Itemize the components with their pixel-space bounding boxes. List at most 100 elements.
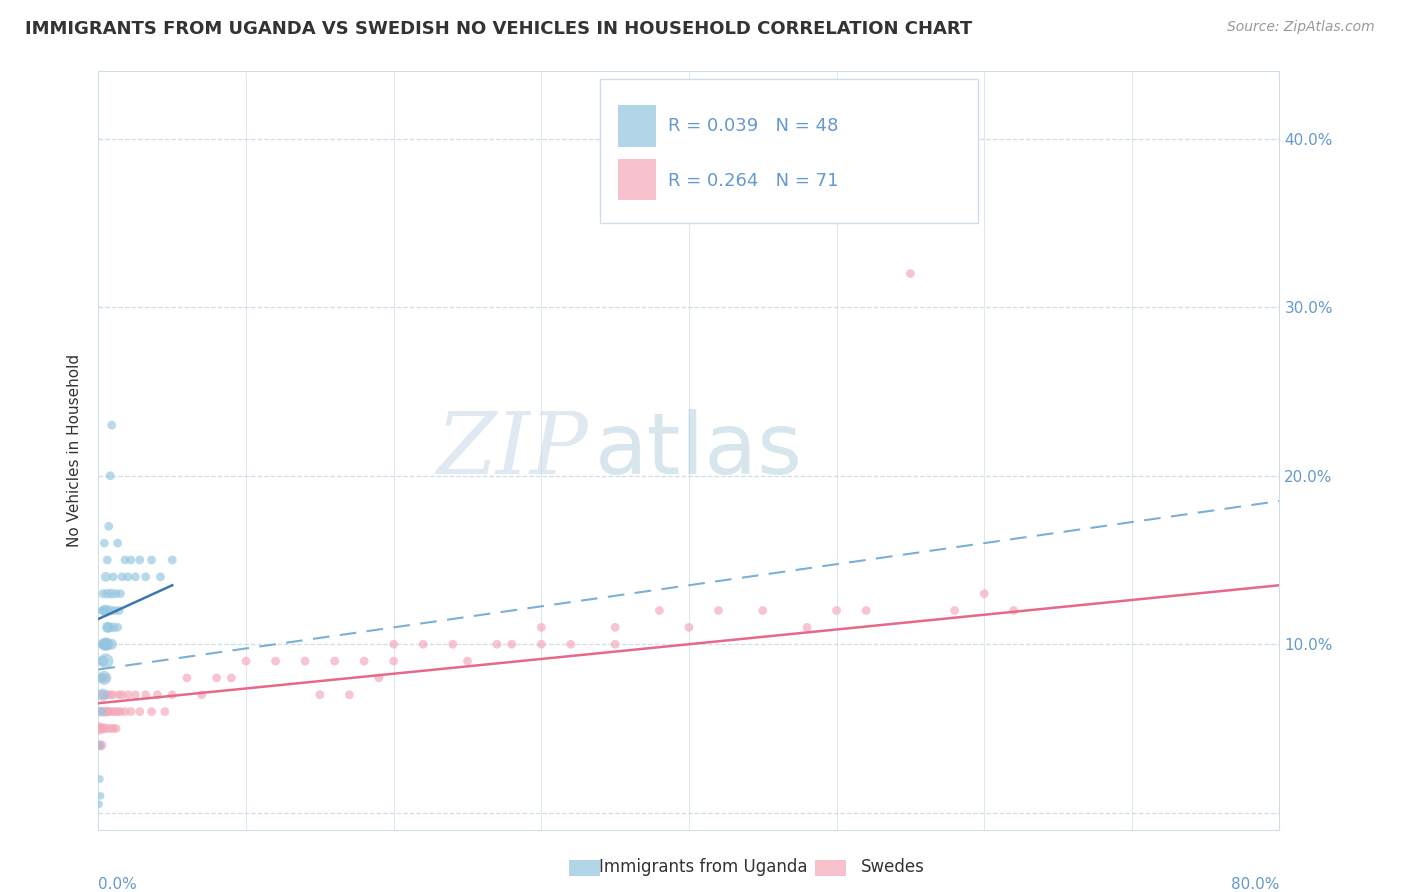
Point	[141, 705, 163, 719]
Point	[103, 688, 125, 702]
Point	[110, 705, 132, 719]
Text: Swedes: Swedes	[860, 858, 925, 876]
Point	[114, 705, 136, 719]
Point	[120, 705, 142, 719]
Point	[100, 418, 122, 433]
Point	[128, 705, 150, 719]
Point	[90, 705, 112, 719]
Point	[114, 553, 136, 567]
FancyBboxPatch shape	[600, 79, 979, 223]
Point	[93, 637, 115, 651]
Point	[103, 722, 125, 736]
Point	[146, 688, 169, 702]
Point	[93, 705, 115, 719]
Point	[98, 722, 121, 736]
Point	[752, 603, 775, 617]
Point	[97, 705, 120, 719]
Point	[90, 671, 112, 685]
Point	[96, 705, 118, 719]
Point	[149, 570, 172, 584]
Point	[530, 637, 553, 651]
Point	[368, 671, 391, 685]
Point	[100, 637, 122, 651]
Point	[110, 587, 132, 601]
Point	[648, 603, 671, 617]
Point	[605, 620, 627, 634]
Point	[457, 654, 479, 668]
Point	[103, 620, 125, 634]
Point	[943, 603, 966, 617]
Point	[98, 603, 121, 617]
Point	[91, 688, 114, 702]
FancyBboxPatch shape	[619, 105, 655, 147]
Point	[560, 637, 582, 651]
Point	[107, 536, 129, 550]
Text: 80.0%: 80.0%	[1232, 877, 1279, 892]
Text: Immigrants from Uganda: Immigrants from Uganda	[599, 858, 807, 876]
Point	[501, 637, 523, 651]
Point	[94, 671, 117, 685]
Point	[605, 637, 627, 651]
Point	[235, 654, 257, 668]
Point	[153, 705, 176, 719]
Point	[91, 722, 114, 736]
Point	[96, 553, 118, 567]
Point	[89, 739, 111, 753]
Point	[96, 688, 118, 702]
Y-axis label: No Vehicles in Household: No Vehicles in Household	[67, 354, 83, 547]
Text: R = 0.039   N = 48: R = 0.039 N = 48	[668, 117, 838, 135]
Point	[89, 739, 111, 753]
Point	[97, 620, 120, 634]
Point	[294, 654, 316, 668]
Point	[264, 654, 287, 668]
Point	[96, 587, 118, 601]
Point	[111, 570, 134, 584]
Point	[124, 570, 146, 584]
Point	[89, 797, 111, 812]
Point	[825, 603, 848, 617]
Point	[205, 671, 228, 685]
Point	[100, 705, 122, 719]
Point	[91, 671, 114, 685]
Point	[93, 536, 115, 550]
Point	[323, 654, 346, 668]
FancyBboxPatch shape	[619, 159, 655, 201]
Point	[94, 654, 117, 668]
Point	[135, 688, 157, 702]
Point	[339, 688, 361, 702]
Point	[90, 789, 112, 803]
Point	[89, 722, 111, 736]
Point	[93, 603, 115, 617]
Point	[412, 637, 434, 651]
Point	[855, 603, 877, 617]
Point	[94, 570, 117, 584]
Point	[94, 722, 117, 736]
Point	[90, 722, 112, 736]
Point	[91, 654, 114, 668]
Point	[97, 519, 120, 533]
Point	[105, 587, 128, 601]
Point	[108, 688, 131, 702]
Point	[707, 603, 730, 617]
Point	[128, 553, 150, 567]
Point	[89, 772, 111, 786]
Point	[111, 688, 134, 702]
Point	[107, 620, 129, 634]
Point	[93, 671, 115, 685]
Point	[93, 688, 115, 702]
Point	[105, 722, 128, 736]
Point	[486, 637, 509, 651]
Point	[382, 637, 405, 651]
Point	[117, 570, 139, 584]
Point	[108, 603, 131, 617]
Point	[1002, 603, 1025, 617]
Point	[89, 705, 111, 719]
Point	[141, 553, 163, 567]
Point	[90, 739, 112, 753]
Point	[309, 688, 332, 702]
Point	[91, 587, 114, 601]
Point	[973, 587, 995, 601]
Point	[191, 688, 214, 702]
Point	[98, 688, 121, 702]
Point	[162, 553, 183, 567]
